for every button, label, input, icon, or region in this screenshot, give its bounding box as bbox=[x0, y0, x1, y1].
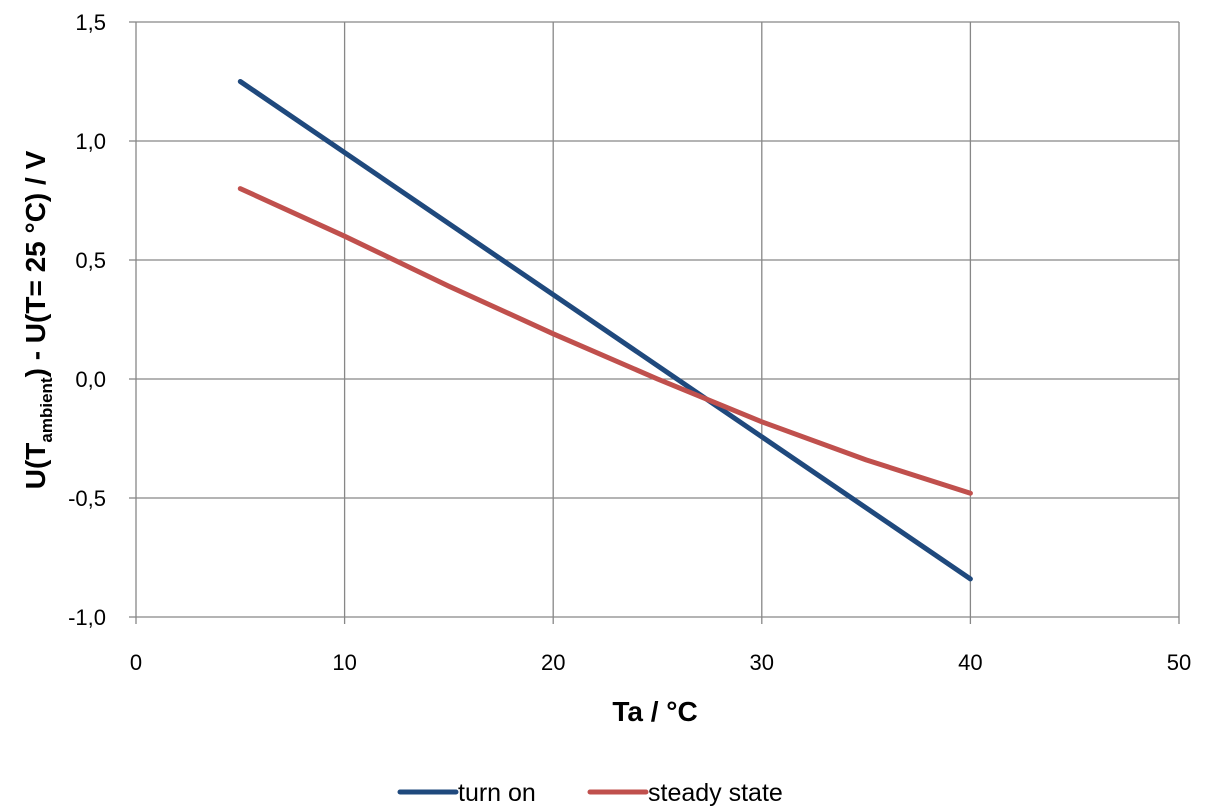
y-axis-title-prefix: U(T bbox=[20, 443, 51, 490]
series-line-steady-state bbox=[237, 186, 973, 496]
x-tick-label: 20 bbox=[541, 650, 565, 675]
y-tick-label: 1,5 bbox=[75, 10, 106, 35]
legend-label: steady state bbox=[648, 779, 783, 807]
x-axis-title: Ta / °C bbox=[612, 696, 697, 727]
y-tick-label: 0,0 bbox=[75, 367, 106, 392]
y-tick-label: -1,0 bbox=[68, 605, 106, 630]
series-line-turn-on bbox=[237, 79, 973, 582]
x-tick-label: 0 bbox=[130, 650, 142, 675]
axes bbox=[129, 21, 1180, 624]
y-tick-label: 1,0 bbox=[75, 129, 106, 154]
x-tick-label: 40 bbox=[958, 650, 982, 675]
grid-lines bbox=[136, 21, 1180, 617]
y-axis-title-subscript: ambient bbox=[37, 377, 56, 443]
series-lines bbox=[237, 79, 973, 582]
legend: turn on steady state bbox=[397, 779, 783, 807]
tick-labels: 0 10 20 30 40 50 -1,0 -0,5 0,0 0,5 1,0 1,5 bbox=[68, 10, 1191, 675]
x-tick-label: 30 bbox=[750, 650, 774, 675]
y-tick-label: 0,5 bbox=[75, 248, 106, 273]
legend-label: turn on bbox=[458, 779, 536, 807]
x-tick-label: 50 bbox=[1167, 650, 1191, 675]
y-axis-title-suffix: ) - U(T= 25 °C) / V bbox=[20, 150, 51, 377]
x-tick-label: 10 bbox=[332, 650, 356, 675]
y-axis-title: U(Tambient) - U(T= 25 °C) / V bbox=[20, 150, 56, 489]
y-tick-label: -0,5 bbox=[68, 486, 106, 511]
